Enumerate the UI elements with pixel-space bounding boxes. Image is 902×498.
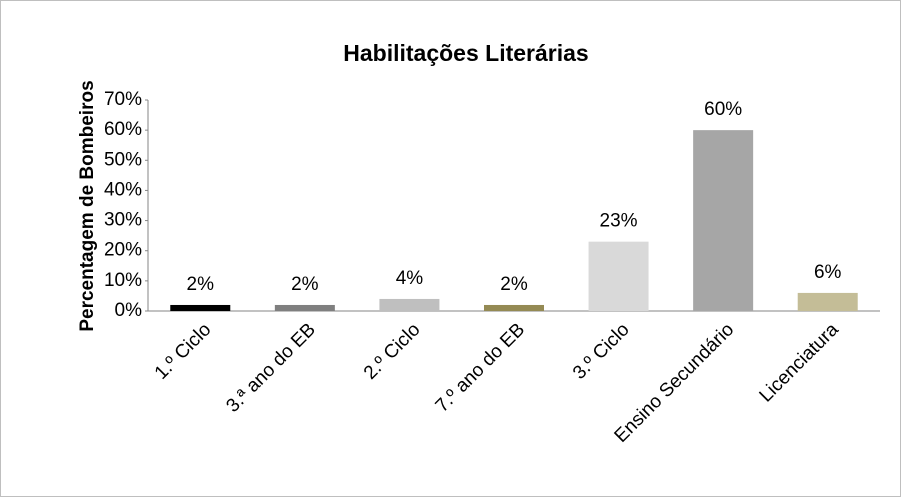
value-label: 6% xyxy=(814,262,842,283)
value-label: 23% xyxy=(600,211,638,232)
value-label: 2% xyxy=(187,274,215,295)
y-axis-title: Percentagem de Bombeiros xyxy=(77,80,98,331)
y-tick-label: 60% xyxy=(104,119,142,140)
bar xyxy=(274,304,335,311)
y-tick-label: 40% xyxy=(104,179,142,200)
value-label: 2% xyxy=(291,274,319,295)
value-label: 4% xyxy=(396,268,424,289)
bar xyxy=(693,130,754,311)
bar xyxy=(588,241,649,311)
bar xyxy=(484,304,544,311)
value-label: 2% xyxy=(500,274,528,295)
bar xyxy=(797,292,858,311)
y-tick-label: 10% xyxy=(104,270,142,291)
value-label: 60% xyxy=(704,99,742,120)
bar xyxy=(379,298,440,311)
chart-title: Habilitações Literárias xyxy=(343,40,588,66)
bar xyxy=(170,304,231,311)
y-tick-label: 0% xyxy=(115,300,143,321)
y-tick-label: 70% xyxy=(104,89,142,110)
y-tick-label: 50% xyxy=(104,149,142,170)
y-tick-label: 20% xyxy=(104,240,142,261)
y-tick-label: 30% xyxy=(104,210,142,231)
